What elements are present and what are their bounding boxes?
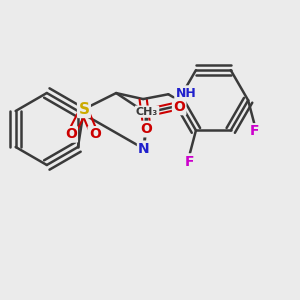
Text: S: S xyxy=(78,102,89,117)
Text: O: O xyxy=(65,128,77,141)
Text: O: O xyxy=(140,122,152,136)
Text: CH₃: CH₃ xyxy=(136,106,158,117)
Text: F: F xyxy=(249,124,259,139)
Text: N: N xyxy=(138,142,150,156)
Text: F: F xyxy=(185,154,195,169)
Text: O: O xyxy=(89,128,101,141)
Text: NH: NH xyxy=(176,87,196,100)
Text: O: O xyxy=(173,100,185,114)
